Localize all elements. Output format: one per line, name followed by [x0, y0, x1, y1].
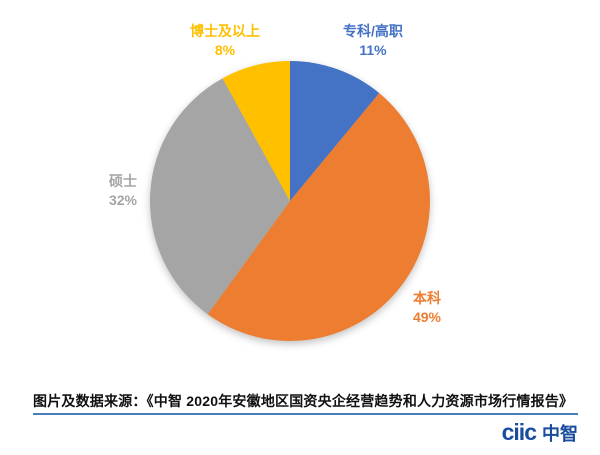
source-caption: 图片及数据来源：《中智 2020年安徽地区国资央企经营趋势和人力资源市场行情报告… [33, 393, 574, 409]
divider-line [33, 413, 578, 415]
slice-label-percent: 32% [108, 192, 138, 208]
ciic-logo: ciic 中智 [502, 421, 578, 444]
slice-label-shuoshi: 硕士 32% [73, 172, 173, 210]
pie-slice-0 [290, 61, 380, 201]
slice-label-name: 本科 [413, 290, 441, 306]
slice-label-benke: 本科 49% [377, 289, 477, 327]
ciic-logo-latin: ciic [501, 419, 537, 445]
slice-label-percent: 8% [214, 42, 236, 58]
slice-label-boshi: 博士及以上 8% [163, 22, 287, 60]
slice-label-percent: 49% [412, 309, 442, 325]
slice-label-zhuanke: 专科/高职 11% [323, 22, 423, 60]
pie-slice-2 [150, 78, 290, 315]
slice-label-name: 专科/高职 [343, 23, 403, 39]
slice-label-name: 硕士 [109, 173, 137, 189]
slice-label-name: 博士及以上 [190, 23, 260, 39]
pie-slice-3 [222, 61, 290, 201]
pie-slice-1 [207, 93, 430, 341]
ciic-logo-cjk: 中智 [542, 424, 578, 444]
slice-label-percent: 11% [359, 42, 387, 58]
